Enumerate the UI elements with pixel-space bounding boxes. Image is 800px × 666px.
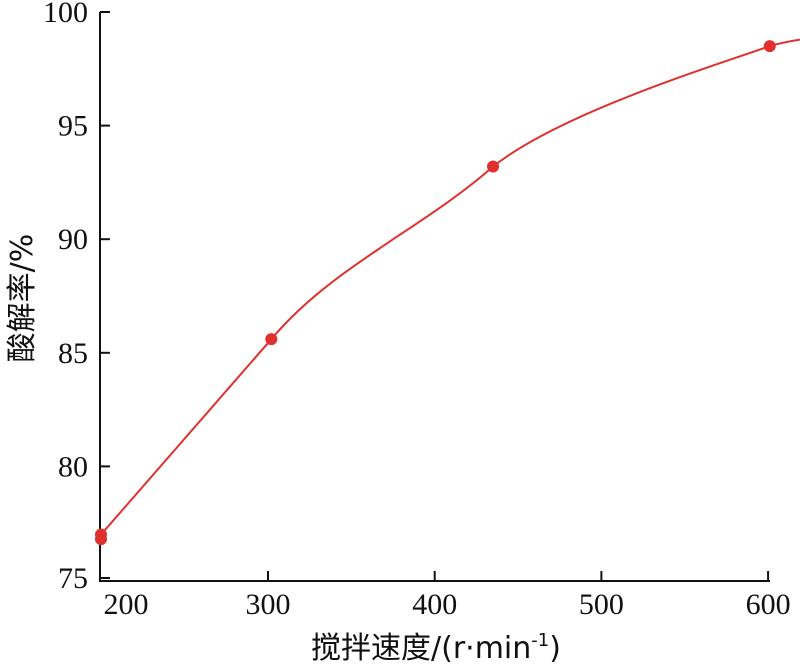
- data-point: [95, 528, 107, 541]
- x-axis-label: 搅拌速度/(r·min-1): [311, 630, 561, 666]
- data-point: [487, 160, 500, 173]
- x-tick-label: 200: [104, 588, 149, 621]
- y-tick-label: 75: [58, 562, 88, 595]
- y-tick-label: 90: [58, 223, 88, 256]
- data-point: [763, 40, 776, 53]
- x-axis-label-superscript: -1: [531, 630, 549, 651]
- x-tick-label: 500: [579, 588, 624, 621]
- x-tick-label: 300: [246, 588, 291, 621]
- y-tick-label: 95: [58, 110, 88, 143]
- x-tick-label: 400: [412, 588, 457, 621]
- y-tick-label: 80: [58, 450, 88, 483]
- series-line: [100, 38, 800, 536]
- plot-area: 75 80 85 90 95 100 200 300 400 500 600: [43, 0, 800, 621]
- x-axis-label-tail: ): [549, 631, 561, 666]
- data-point: [265, 333, 278, 346]
- y-tick-label: 85: [58, 337, 88, 370]
- x-tick-label: 600: [746, 588, 791, 621]
- y-axis-label: 酸解率/%: [5, 234, 40, 363]
- x-axis-label-main: 搅拌速度/(r·min: [311, 631, 531, 666]
- y-tick-label: 100: [43, 0, 88, 29]
